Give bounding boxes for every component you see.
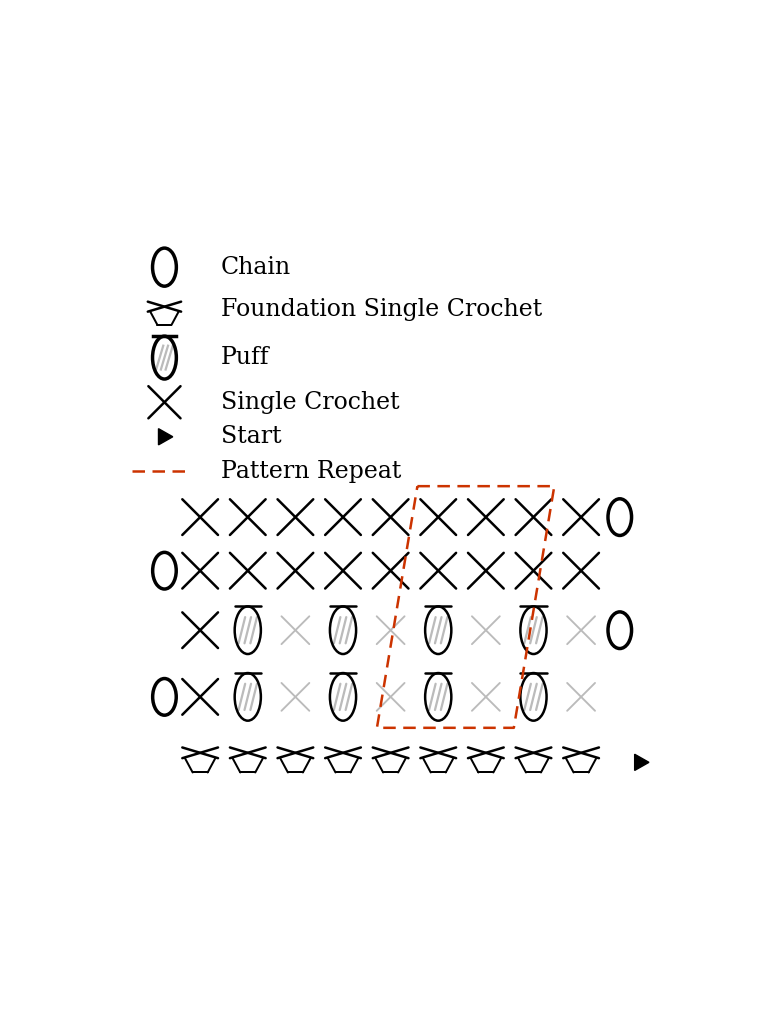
Text: Start: Start bbox=[221, 425, 282, 449]
Text: Foundation Single Crochet: Foundation Single Crochet bbox=[221, 298, 542, 322]
Text: Puff: Puff bbox=[221, 346, 270, 369]
Polygon shape bbox=[158, 429, 173, 444]
Text: Chain: Chain bbox=[221, 256, 291, 279]
Text: Pattern Repeat: Pattern Repeat bbox=[221, 460, 402, 482]
Text: Single Crochet: Single Crochet bbox=[221, 391, 399, 414]
Polygon shape bbox=[634, 755, 649, 770]
